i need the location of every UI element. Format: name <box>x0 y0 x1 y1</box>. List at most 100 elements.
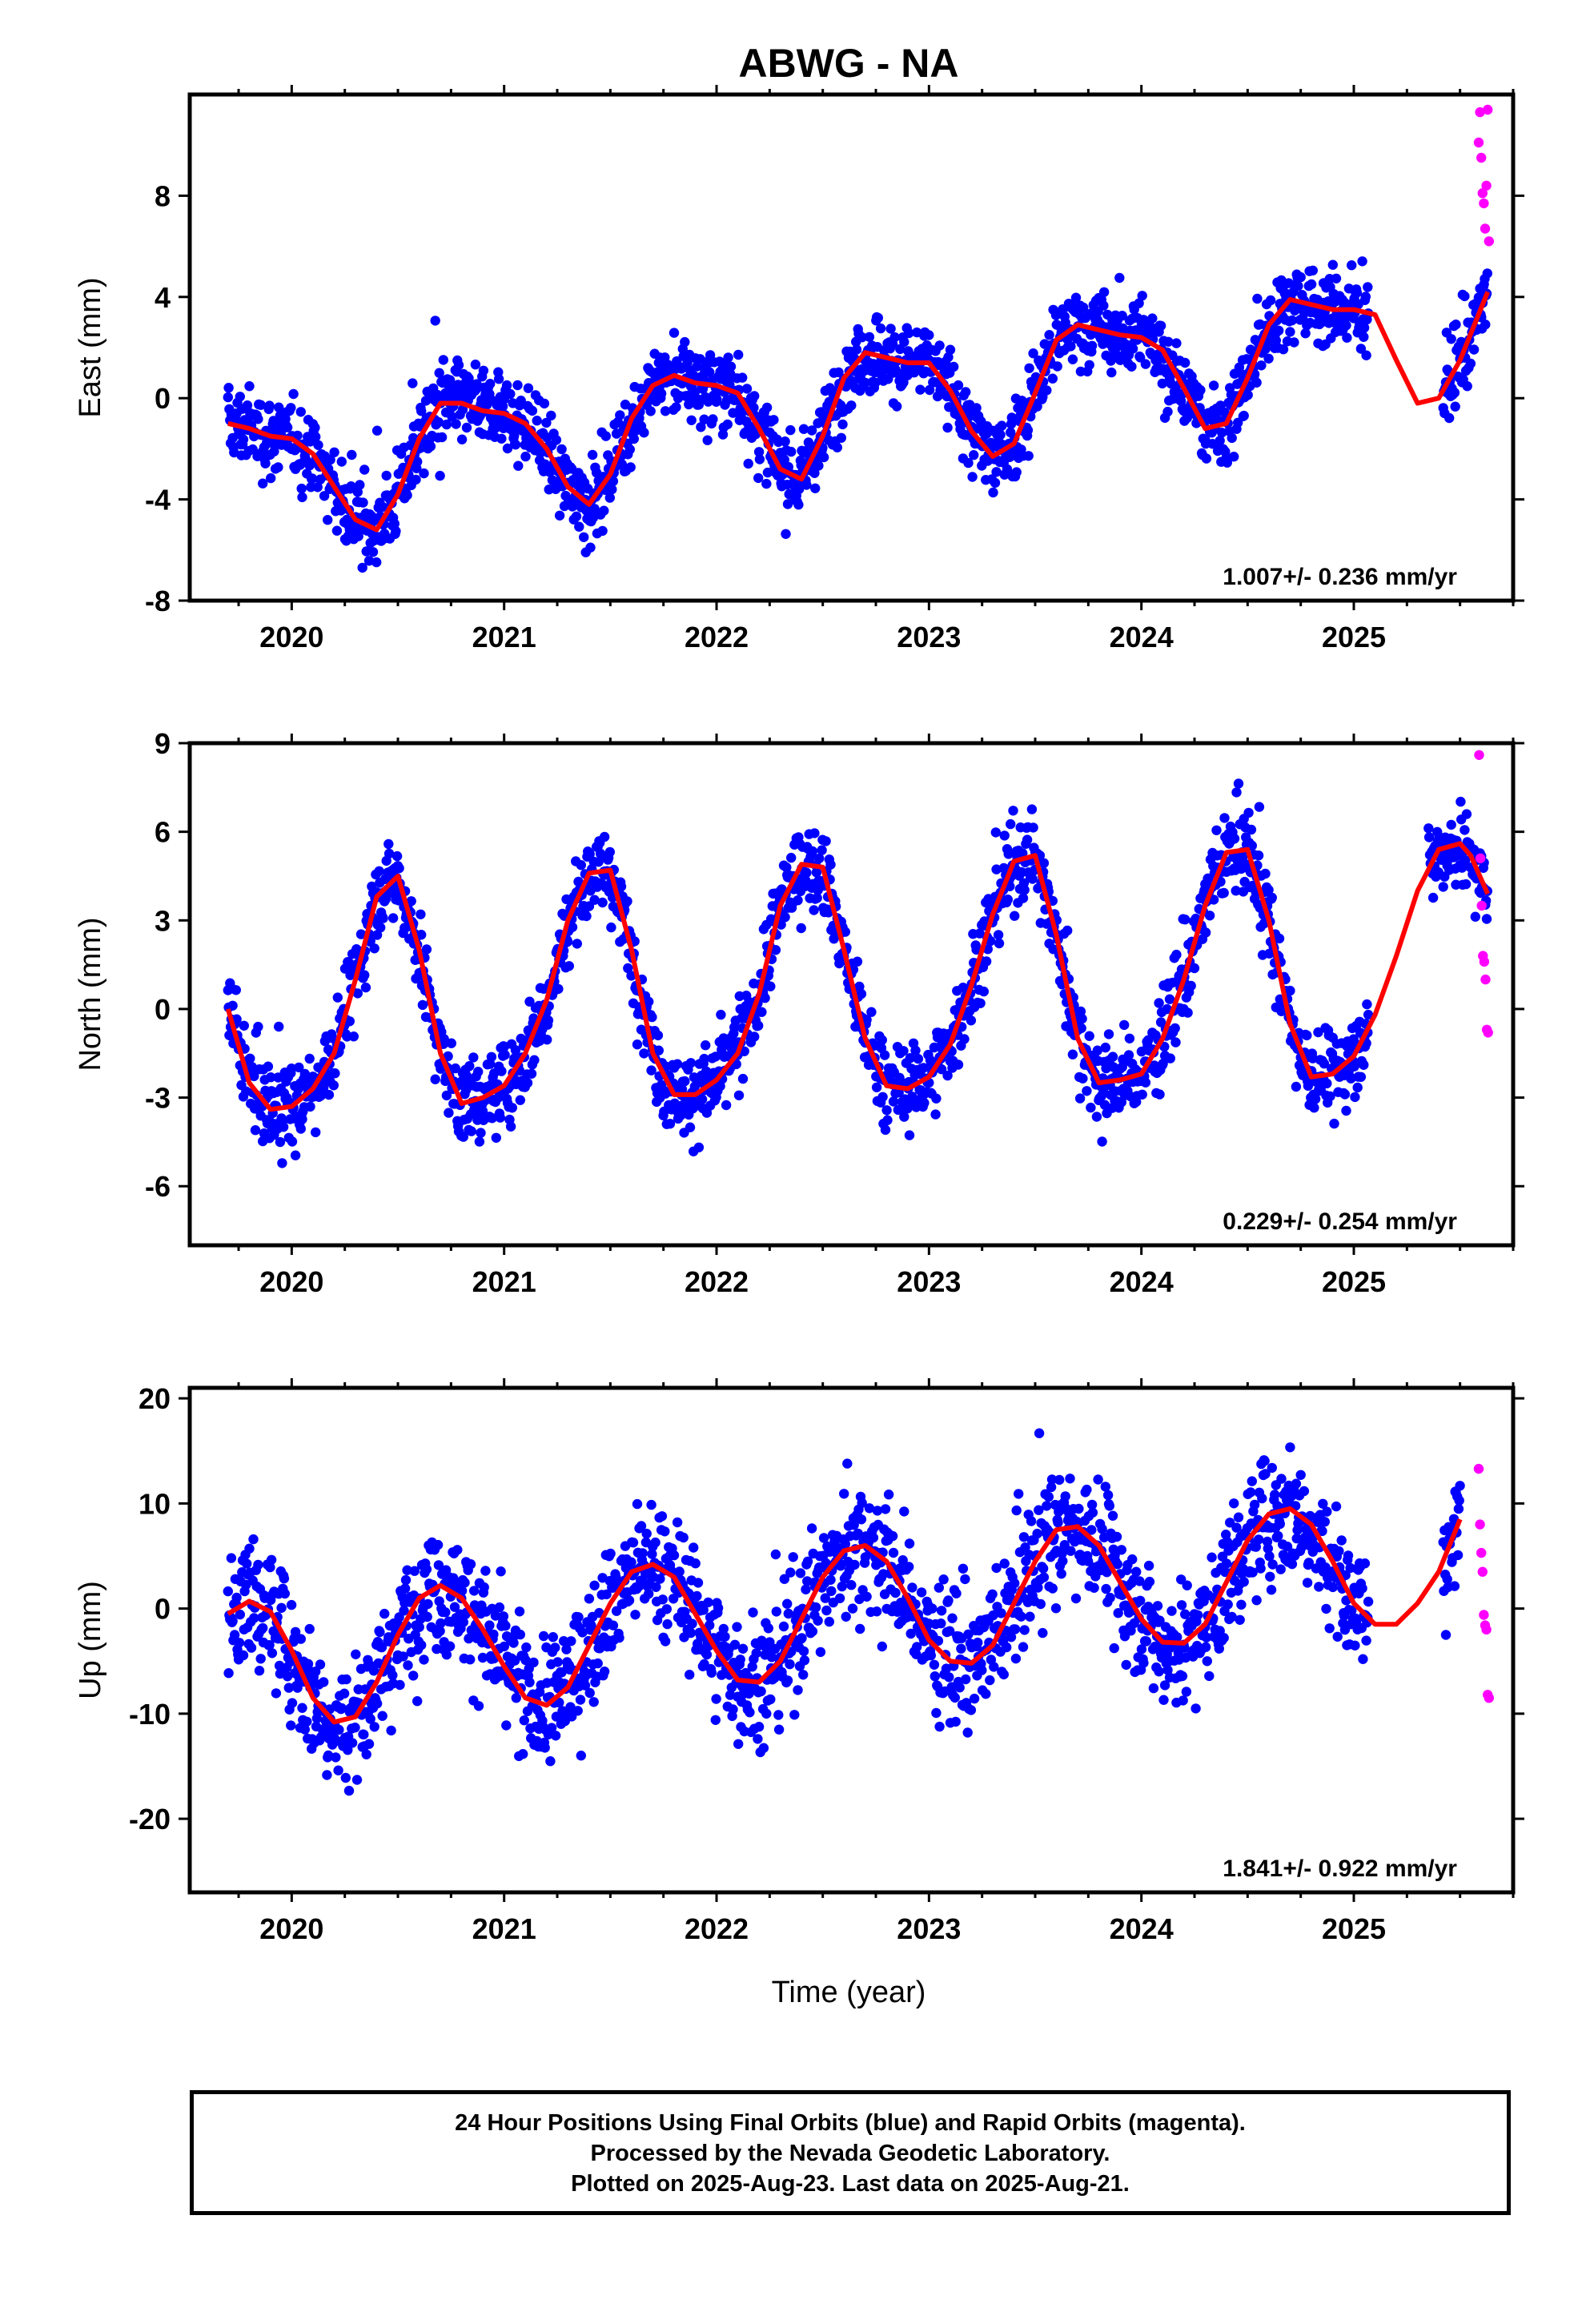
data-point <box>1359 332 1369 342</box>
x-tick-label: 2021 <box>472 1265 536 1298</box>
data-point <box>493 374 504 384</box>
data-point <box>967 472 978 482</box>
data-point <box>579 532 589 542</box>
data-point <box>336 1703 347 1714</box>
data-point <box>801 1584 811 1595</box>
data-point <box>470 360 481 370</box>
data-point <box>526 1068 537 1080</box>
data-point <box>810 483 821 493</box>
data-point <box>882 1115 893 1125</box>
data-point <box>529 1055 540 1065</box>
data-point <box>763 1623 773 1634</box>
data-point <box>1140 359 1151 369</box>
data-point <box>1034 1505 1044 1515</box>
data-point <box>1460 825 1470 835</box>
data-point <box>919 1098 930 1108</box>
data-point <box>672 1517 683 1528</box>
data-point <box>861 1591 872 1602</box>
data-point <box>1233 778 1244 789</box>
data-point <box>343 1745 353 1755</box>
data-point <box>250 1125 261 1136</box>
data-point <box>464 1061 475 1072</box>
data-point <box>295 1124 306 1134</box>
data-point <box>660 1526 670 1537</box>
x-tick-label: 2020 <box>259 1265 323 1298</box>
data-point <box>1074 1093 1086 1104</box>
data-point <box>1306 279 1317 290</box>
data-point <box>223 383 234 393</box>
data-point <box>913 1054 924 1064</box>
data-point <box>926 1650 937 1661</box>
rate-annotation: 0.229+/- 0.254 mm/yr <box>1223 1208 1457 1235</box>
data-point <box>238 1650 249 1661</box>
data-point <box>899 1506 909 1517</box>
data-point <box>885 324 896 334</box>
data-point <box>706 1667 717 1678</box>
data-point <box>930 1109 941 1120</box>
data-point <box>915 384 926 395</box>
y-tick-label: 6 <box>155 816 171 849</box>
data-point <box>1170 1023 1180 1034</box>
data-point <box>608 1620 619 1630</box>
data-point <box>773 1710 784 1720</box>
data-point <box>1070 292 1082 303</box>
data-point <box>652 1030 664 1041</box>
data-point <box>1300 328 1311 339</box>
data-point <box>265 1562 275 1573</box>
data-point <box>510 440 521 450</box>
data-point <box>399 1606 409 1616</box>
data-point <box>1034 1428 1045 1438</box>
data-point <box>469 1586 480 1596</box>
data-point <box>989 1662 999 1672</box>
data-point <box>705 367 715 377</box>
data-point <box>520 1655 531 1666</box>
data-point <box>290 1626 301 1638</box>
data-point <box>1011 1505 1022 1516</box>
data-point <box>1341 1105 1351 1116</box>
data-point <box>374 866 384 877</box>
data-point <box>1018 893 1029 903</box>
data-point <box>608 476 619 487</box>
data-point <box>368 1666 379 1676</box>
data-point <box>436 432 448 443</box>
data-point <box>1047 373 1058 384</box>
data-point <box>669 1550 680 1561</box>
data-point <box>1038 1627 1048 1638</box>
data-point <box>453 360 464 371</box>
data-point <box>1023 451 1034 461</box>
data-point <box>1164 994 1175 1004</box>
data-point <box>977 1665 987 1675</box>
y-tick-label: -3 <box>145 1082 171 1115</box>
data-point <box>761 478 772 489</box>
data-point <box>1014 1489 1024 1499</box>
data-point <box>802 1556 813 1567</box>
data-point <box>799 1655 810 1666</box>
data-point <box>723 352 733 363</box>
data-point <box>795 1568 806 1578</box>
data-point <box>622 896 632 907</box>
data-point <box>1008 806 1018 816</box>
data-point <box>1446 334 1456 344</box>
data-point <box>836 432 847 443</box>
data-point <box>969 1693 980 1704</box>
data-point <box>780 436 790 447</box>
data-point <box>1339 1089 1351 1100</box>
data-point <box>680 1076 690 1087</box>
data-point <box>1359 323 1370 333</box>
data-point <box>720 1631 730 1642</box>
data-point <box>248 1534 259 1545</box>
data-point <box>1165 1053 1176 1063</box>
data-point <box>552 1657 563 1667</box>
data-point <box>1465 358 1476 369</box>
data-point <box>904 1130 915 1140</box>
data-point <box>840 1538 851 1550</box>
data-point <box>626 1557 636 1567</box>
data-point <box>1460 291 1470 302</box>
data-point <box>513 460 524 471</box>
data-point <box>522 1078 533 1088</box>
data-point <box>1427 892 1439 903</box>
data-point <box>753 1734 763 1744</box>
data-point <box>840 927 851 937</box>
data-point <box>440 1607 451 1618</box>
data-point <box>644 1589 654 1599</box>
